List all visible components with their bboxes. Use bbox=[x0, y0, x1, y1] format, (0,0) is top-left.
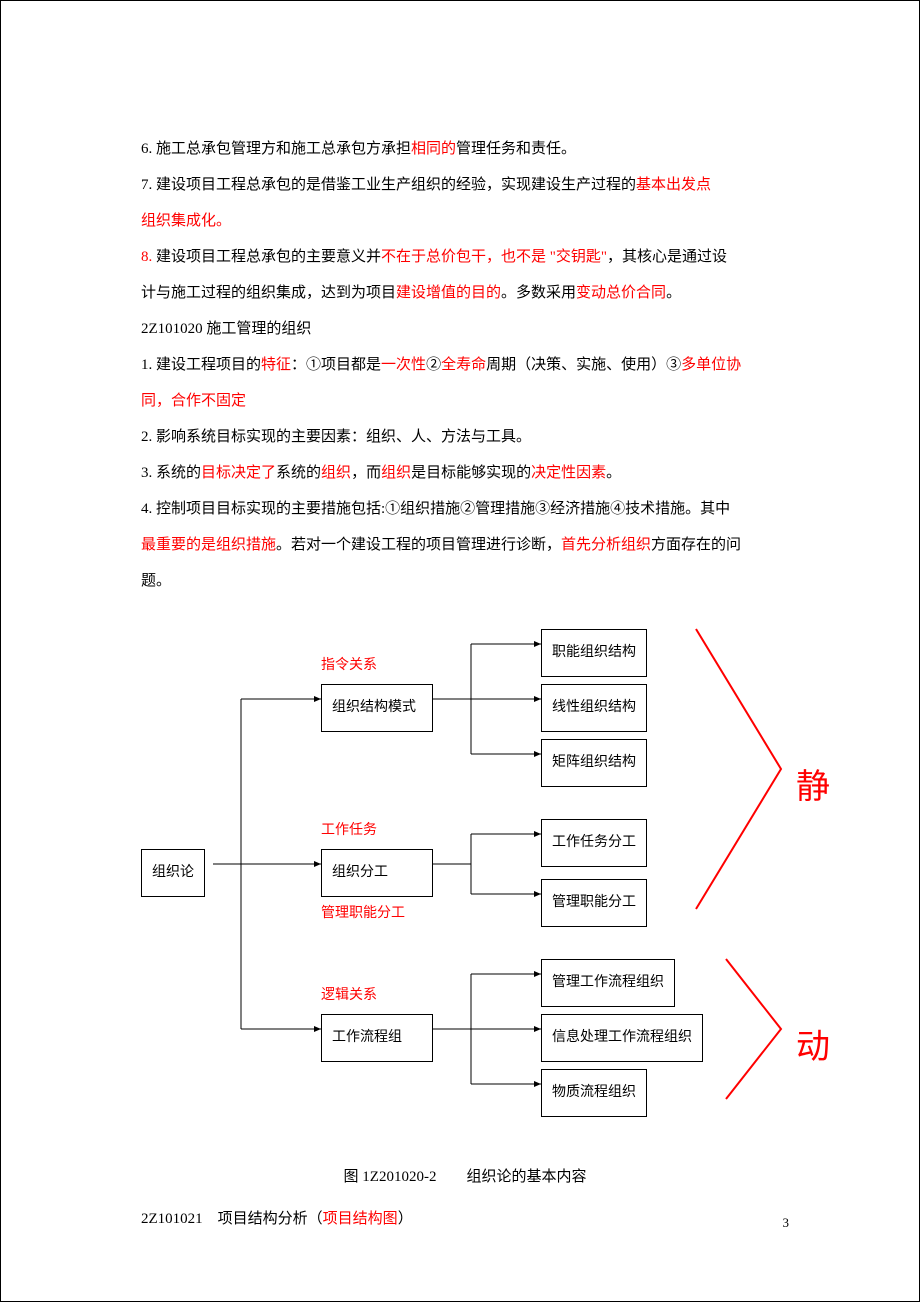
label-dynamic: 动 bbox=[796, 1007, 830, 1089]
node-structure-mode: 组织结构模式 bbox=[321, 684, 433, 732]
text: ，而 bbox=[351, 465, 381, 481]
text: 是目标能够实现的 bbox=[411, 465, 531, 481]
text: 。若对一个建设工程的项目管理进行诊断， bbox=[276, 537, 561, 553]
text-red: 一次性 bbox=[381, 357, 426, 373]
text: 3. 系统的 bbox=[141, 465, 201, 481]
document-body: 6. 施工总承包管理方和施工总承包方承担相同的管理任务和责任。 7. 建设项目工… bbox=[1, 1, 919, 1237]
node-linear: 线性组织结构 bbox=[541, 684, 647, 732]
label-directive: 指令关系 bbox=[321, 649, 377, 683]
node-workflow: 工作流程组 bbox=[321, 1014, 433, 1062]
para-4: 4. 控制项目目标实现的主要措施包括:①组织措施②管理措施③经济措施④技术措施。… bbox=[141, 491, 789, 527]
para-8b: 计与施工过程的组织集成，达到为项目建设增值的目的。多数采用变动总价合同。 bbox=[141, 275, 789, 311]
heading-2z101021: 2Z101021 项目结构分析（项目结构图） bbox=[141, 1201, 789, 1237]
text: 6. 施工总承包管理方和施工总承包方承担 bbox=[141, 141, 411, 157]
node-matrix: 矩阵组织结构 bbox=[541, 739, 647, 787]
org-theory-diagram: 组织论 指令关系 工作任务 管理职能分工 逻辑关系 组织结构模式 组织分工 工作… bbox=[141, 619, 789, 1149]
diagram-connectors bbox=[141, 619, 789, 1149]
label-static: 静 bbox=[796, 747, 830, 829]
text-red: 多单位协 bbox=[681, 357, 741, 373]
node-info-flow: 信息处理工作流程组织 bbox=[541, 1014, 703, 1062]
para-2: 2. 影响系统目标实现的主要因素：组织、人、方法与工具。 bbox=[141, 419, 789, 455]
text-red: 全寿命 bbox=[441, 357, 486, 373]
text-red: 最重要的是组织措施 bbox=[141, 537, 276, 553]
node-task-div: 工作任务分工 bbox=[541, 819, 647, 867]
text: 系统的 bbox=[276, 465, 321, 481]
text: 周期（决策、实施、使用）③ bbox=[486, 357, 681, 373]
text: 2Z101021 项目结构分析（ bbox=[141, 1211, 323, 1227]
text-red: 决定性因素 bbox=[531, 465, 606, 481]
text-red: 特征 bbox=[261, 357, 291, 373]
text-red: 目标决定了 bbox=[201, 465, 276, 481]
text-red: 不在于总价包干，也不是 "交钥匙" bbox=[381, 249, 607, 265]
label-mgmt-division: 管理职能分工 bbox=[321, 897, 405, 931]
para-7: 7. 建设项目工程总承包的是借鉴工业生产组织的经验，实现建设生产过程的基本出发点 bbox=[141, 167, 789, 203]
text: 建设项目工程总承包的主要意义并 bbox=[156, 249, 381, 265]
text-red: 首先分析组织 bbox=[561, 537, 651, 553]
heading-2z101020: 2Z101020 施工管理的组织 bbox=[141, 311, 789, 347]
text: ） bbox=[398, 1211, 413, 1227]
para-4c: 题。 bbox=[141, 563, 789, 599]
text-red: 基本出发点 bbox=[636, 177, 711, 193]
text: ：①项目都是 bbox=[291, 357, 381, 373]
figure-caption: 图 1Z201020-2 组织论的基本内容 bbox=[141, 1159, 789, 1195]
node-root: 组织论 bbox=[141, 849, 205, 897]
text: 。多数采用 bbox=[501, 285, 576, 301]
text-red: 同，合作不固定 bbox=[141, 393, 246, 409]
node-functional: 职能组织结构 bbox=[541, 629, 647, 677]
para-4b: 最重要的是组织措施。若对一个建设工程的项目管理进行诊断，首先分析组织方面存在的问 bbox=[141, 527, 789, 563]
text: 。 bbox=[606, 465, 621, 481]
label-task: 工作任务 bbox=[321, 814, 377, 848]
text-red: 组织 bbox=[321, 465, 351, 481]
node-mgmt-div: 管理职能分工 bbox=[541, 879, 647, 927]
para-1b: 同，合作不固定 bbox=[141, 383, 789, 419]
text-red: 变动总价合同 bbox=[576, 285, 666, 301]
para-1: 1. 建设工程项目的特征：①项目都是一次性②全寿命周期（决策、实施、使用）③多单… bbox=[141, 347, 789, 383]
text: ，其核心是通过设 bbox=[607, 249, 727, 265]
text-red: 项目结构图 bbox=[323, 1211, 398, 1227]
label-logic: 逻辑关系 bbox=[321, 979, 377, 1013]
text-red: 组织集成化。 bbox=[141, 213, 231, 229]
text-red: 建设增值的目的 bbox=[396, 285, 501, 301]
node-mgmt-flow: 管理工作流程组织 bbox=[541, 959, 675, 1007]
node-material-flow: 物质流程组织 bbox=[541, 1069, 647, 1117]
text-red: 相同的 bbox=[411, 141, 456, 157]
para-6: 6. 施工总承包管理方和施工总承包方承担相同的管理任务和责任。 bbox=[141, 131, 789, 167]
node-division: 组织分工 bbox=[321, 849, 433, 897]
text: 管理任务和责任。 bbox=[456, 141, 576, 157]
text: 7. 建设项目工程总承包的是借鉴工业生产组织的经验，实现建设生产过程的 bbox=[141, 177, 636, 193]
para-8: 8. 建设项目工程总承包的主要意义并不在于总价包干，也不是 "交钥匙"，其核心是… bbox=[141, 239, 789, 275]
text: ② bbox=[426, 357, 441, 373]
page-number: 3 bbox=[783, 1215, 790, 1231]
text: 计与施工过程的组织集成，达到为项目 bbox=[141, 285, 396, 301]
text: 1. 建设工程项目的 bbox=[141, 357, 261, 373]
para-3: 3. 系统的目标决定了系统的组织，而组织是目标能够实现的决定性因素。 bbox=[141, 455, 789, 491]
text: 。 bbox=[666, 285, 681, 301]
text-red: 组织 bbox=[381, 465, 411, 481]
para-7b: 组织集成化。 bbox=[141, 203, 789, 239]
text: 方面存在的问 bbox=[651, 537, 741, 553]
text-red: 8. bbox=[141, 249, 156, 265]
